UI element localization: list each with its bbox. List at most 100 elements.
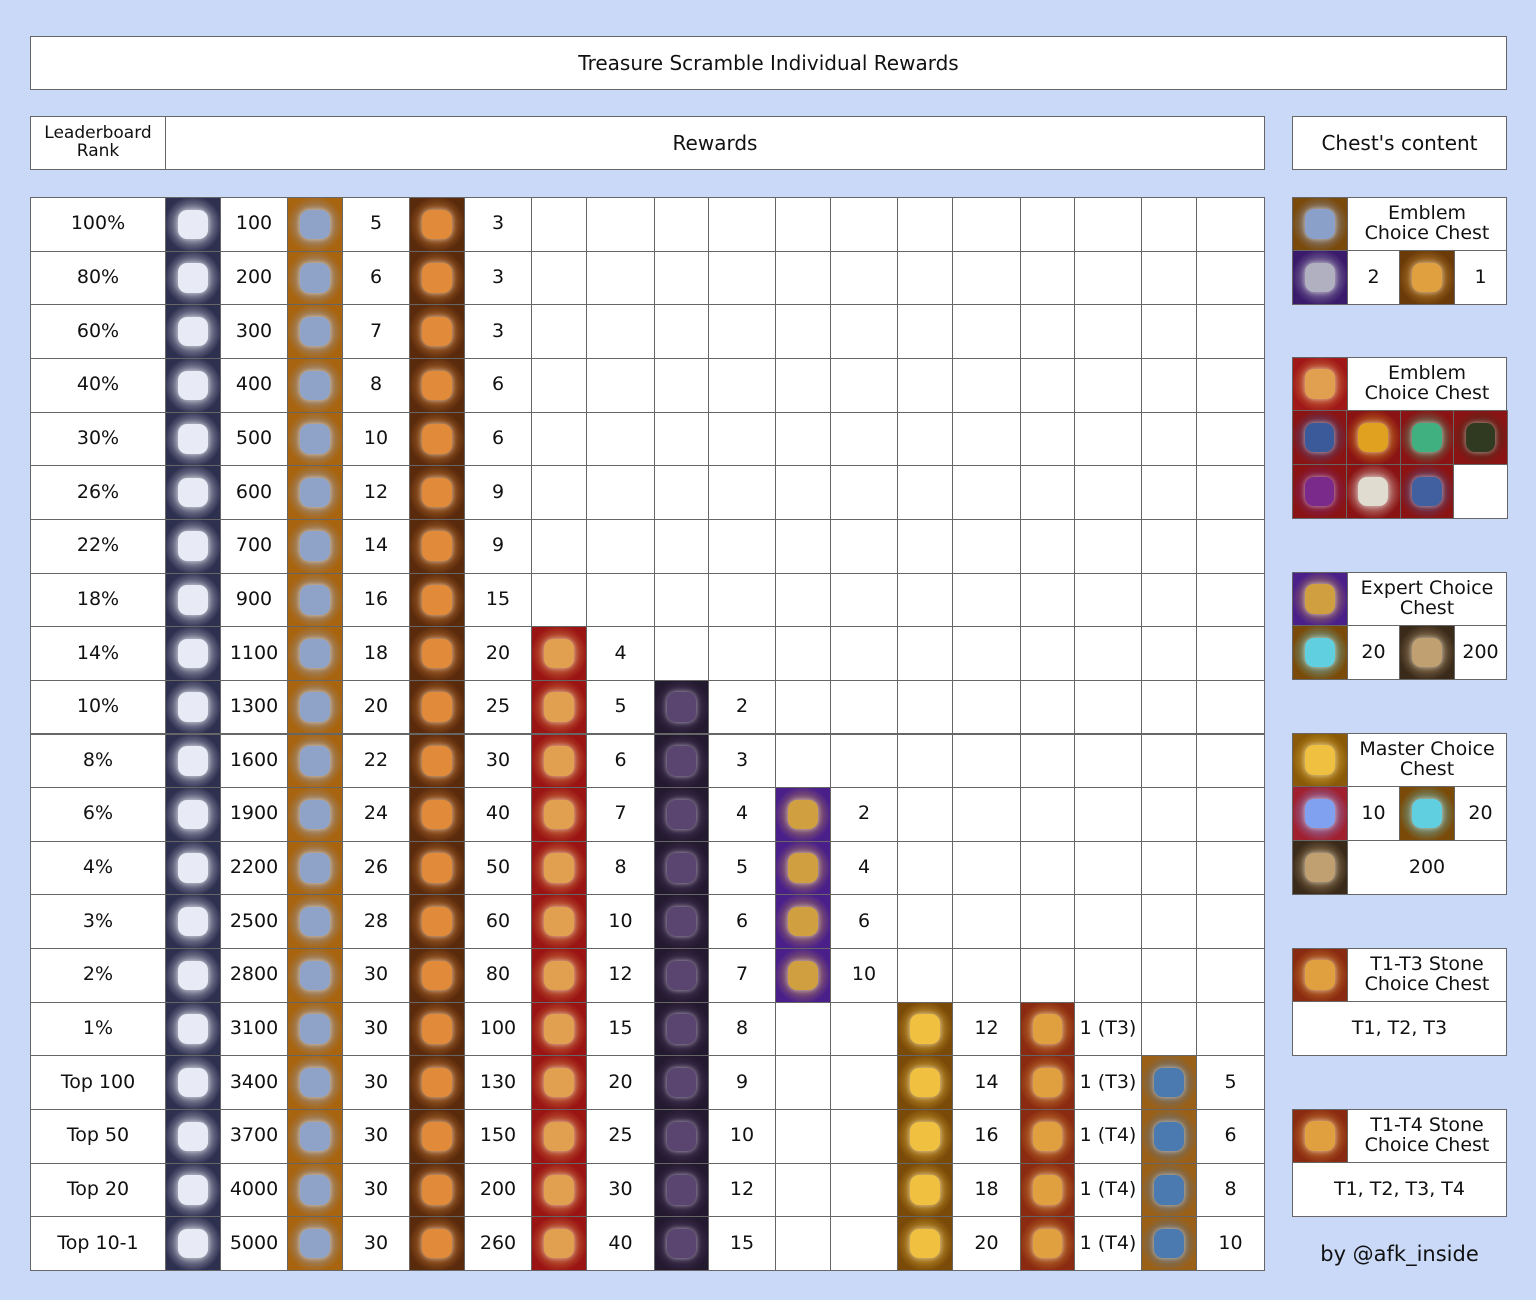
amount-cell	[830, 679, 898, 735]
tiers-cell: T1, T2, T3, T4	[1292, 1162, 1507, 1217]
item-icon	[287, 1001, 343, 1057]
amount-cell: 3	[708, 733, 776, 789]
amount-cell: 130	[464, 1055, 532, 1111]
amount-cell: 12	[342, 465, 410, 520]
amount-cell: 14	[342, 518, 410, 574]
item-icon	[654, 679, 709, 735]
item-icon	[1453, 410, 1508, 465]
item-icon	[409, 1001, 465, 1057]
amount-cell: 150	[464, 1109, 532, 1164]
amount-cell: 4	[586, 626, 655, 681]
amount-cell	[952, 304, 1021, 359]
item-icon	[409, 1162, 465, 1218]
icon-cell	[775, 304, 831, 359]
amount-cell: 200	[464, 1162, 532, 1218]
icon-cell	[1020, 304, 1075, 359]
amount-cell: 2200	[220, 840, 288, 896]
item-icon	[287, 1109, 343, 1164]
amount-cell: 5000	[220, 1216, 288, 1271]
item-icon	[409, 626, 465, 681]
amount-cell: 15	[464, 572, 532, 628]
amount-cell	[952, 626, 1021, 681]
chest-name: Master Choice Chest	[1347, 733, 1507, 787]
icon-cell	[531, 197, 587, 252]
amount-cell: 30	[342, 1001, 410, 1057]
item-icon	[1141, 1109, 1197, 1164]
amount-cell: 1	[1454, 250, 1507, 305]
item-icon	[287, 465, 343, 520]
rank-cell: 22%	[30, 518, 166, 574]
amount-cell: 25	[464, 679, 532, 735]
amount-cell: 3100	[220, 1001, 288, 1057]
item-icon	[287, 1055, 343, 1111]
item-icon	[897, 1109, 953, 1164]
amount-cell	[1196, 572, 1265, 628]
icon-cell	[775, 250, 831, 306]
item-icon	[287, 518, 343, 574]
amount-cell: 200	[220, 250, 288, 306]
amount-cell	[708, 411, 776, 467]
amount-cell: 30	[342, 1109, 410, 1164]
item-icon	[1020, 1001, 1075, 1057]
amount-cell	[1074, 840, 1142, 896]
amount-cell	[952, 733, 1021, 789]
item-icon	[531, 626, 587, 681]
item-icon	[897, 1216, 953, 1271]
item-icon	[531, 733, 587, 789]
amount-cell: 50	[464, 840, 532, 896]
icon-cell	[531, 250, 587, 306]
item-icon	[531, 1001, 587, 1057]
icon-cell	[897, 787, 953, 842]
amount-cell: 12	[586, 948, 655, 1003]
icon-cell	[1020, 840, 1075, 896]
amount-cell: 20	[464, 626, 532, 681]
rank-cell: 60%	[30, 304, 166, 359]
rank-cell: 30%	[30, 411, 166, 467]
item-icon	[1399, 250, 1455, 305]
title: Treasure Scramble Individual Rewards	[30, 36, 1507, 90]
amount-cell	[708, 357, 776, 413]
amount-cell: 10	[586, 894, 655, 950]
icon-cell	[1141, 679, 1197, 735]
amount-cell	[830, 572, 898, 628]
item-icon	[1020, 1162, 1075, 1218]
icon-cell	[1020, 572, 1075, 628]
item-icon	[1399, 786, 1455, 841]
rank-cell: 26%	[30, 465, 166, 520]
amount-cell	[952, 894, 1021, 950]
icon-cell	[1020, 733, 1075, 789]
amount-cell	[1074, 787, 1142, 842]
rank-header: Leaderboard Rank	[30, 116, 166, 170]
icon-cell	[531, 465, 587, 520]
icon-cell	[897, 572, 953, 628]
icon-cell	[775, 1162, 831, 1218]
icon-cell	[897, 250, 953, 306]
icon-cell	[897, 894, 953, 950]
amount-cell: 3700	[220, 1109, 288, 1164]
icon-cell	[531, 357, 587, 413]
amount-cell: 1100	[220, 626, 288, 681]
amount-cell: 40	[586, 1216, 655, 1271]
icon-cell	[775, 197, 831, 252]
amount-cell	[1196, 948, 1265, 1003]
amount-cell	[586, 197, 655, 252]
amount-cell	[830, 626, 898, 681]
rank-cell: 2%	[30, 948, 166, 1003]
item-icon	[897, 1001, 953, 1057]
icon-cell	[654, 357, 709, 413]
icon-cell	[775, 572, 831, 628]
amount-cell	[1074, 679, 1142, 735]
amount-cell: 2	[1347, 250, 1400, 305]
amount-cell: 12	[952, 1001, 1021, 1057]
item-icon	[1292, 733, 1348, 787]
amount-cell	[952, 840, 1021, 896]
item-icon	[287, 626, 343, 681]
chest-name: T1-T3 Stone Choice Chest	[1347, 948, 1507, 1002]
amount-cell: 7	[586, 787, 655, 842]
icon-cell	[775, 679, 831, 735]
amount-cell: 300	[220, 304, 288, 359]
icon-cell	[1020, 357, 1075, 413]
item-icon	[165, 518, 221, 574]
amount-cell	[830, 411, 898, 467]
